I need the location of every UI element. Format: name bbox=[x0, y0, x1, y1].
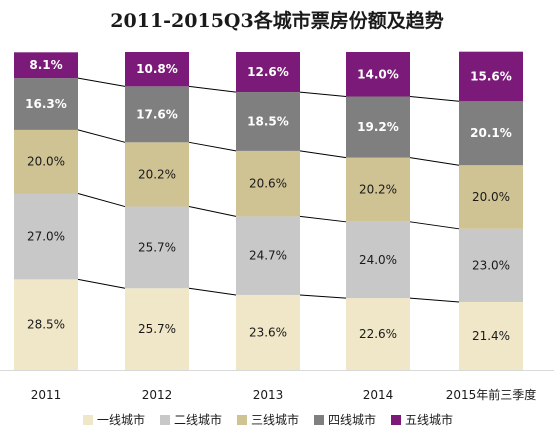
data-label: 24.7% bbox=[249, 249, 287, 263]
connector-line bbox=[188, 85, 237, 93]
bar-segment bbox=[236, 92, 300, 151]
data-label: 12.6% bbox=[247, 65, 289, 79]
data-label: 24.0% bbox=[359, 253, 397, 267]
data-label: 20.1% bbox=[470, 126, 512, 140]
connector-line bbox=[299, 91, 347, 98]
bar-segment bbox=[14, 52, 78, 79]
legend-item: 二线城市 bbox=[160, 412, 222, 427]
bar-segment bbox=[125, 52, 189, 87]
data-label: 28.5% bbox=[27, 318, 65, 332]
bar-segment bbox=[236, 150, 300, 217]
data-label: 20.2% bbox=[138, 167, 176, 181]
legend-item: 四线城市 bbox=[314, 412, 376, 427]
bar-segment bbox=[346, 96, 410, 158]
bar-segment bbox=[14, 279, 78, 370]
connector-line bbox=[77, 278, 126, 289]
connector-line bbox=[188, 141, 237, 152]
data-label: 23.0% bbox=[472, 258, 510, 272]
legend: 一线城市 二线城市 三线城市 四线城市 五线城市 bbox=[83, 412, 453, 427]
legend-label: 二线城市 bbox=[174, 412, 222, 427]
category-label: 2013 bbox=[253, 388, 284, 402]
bar-segment bbox=[14, 129, 78, 194]
bar-segment bbox=[459, 51, 523, 102]
legend-label: 四线城市 bbox=[328, 412, 376, 427]
data-label: 19.2% bbox=[357, 120, 399, 134]
connector-line bbox=[188, 287, 237, 296]
legend-swatch bbox=[83, 415, 93, 425]
bar-group: 22.6% 24.0% 20.2% 19.2% 14.0% bbox=[346, 52, 410, 370]
data-label: 23.6% bbox=[249, 325, 287, 339]
data-label: 17.6% bbox=[136, 107, 178, 121]
bar-group: 21.4% 23.0% 20.0% 20.1% 15.6% bbox=[459, 51, 523, 370]
data-label: 8.1% bbox=[29, 58, 62, 72]
data-label: 15.6% bbox=[470, 69, 512, 83]
bar-segment bbox=[346, 157, 410, 222]
bar-segment bbox=[459, 301, 523, 370]
bar-segment bbox=[125, 206, 189, 289]
data-label: 25.7% bbox=[138, 240, 176, 254]
data-label: 20.0% bbox=[472, 190, 510, 204]
data-label: 25.7% bbox=[138, 322, 176, 336]
category-label: 2011 bbox=[31, 388, 62, 402]
legend-label: 三线城市 bbox=[251, 412, 299, 427]
data-label: 14.0% bbox=[357, 67, 399, 81]
bar-segment bbox=[125, 288, 189, 370]
x-axis: 2011 2012 2013 2014 2015年前三季度 bbox=[0, 370, 554, 402]
legend-label: 一线城市 bbox=[97, 412, 145, 427]
legend-label: 五线城市 bbox=[405, 412, 453, 427]
bar-segment bbox=[346, 221, 410, 299]
bar-segment bbox=[346, 298, 410, 370]
category-label: 2012 bbox=[142, 388, 173, 402]
legend-swatch bbox=[237, 415, 247, 425]
bar-segment bbox=[236, 52, 300, 93]
connector-line bbox=[299, 150, 347, 159]
legend-swatch bbox=[391, 415, 401, 425]
legend-item: 三线城市 bbox=[237, 412, 299, 427]
category-label: 2015年前三季度 bbox=[446, 387, 537, 402]
connector-line bbox=[77, 193, 126, 208]
data-label: 10.8% bbox=[136, 62, 178, 76]
bar-segment bbox=[14, 78, 78, 130]
connector-line bbox=[77, 77, 126, 87]
connector-line bbox=[299, 215, 347, 223]
category-label: 2014 bbox=[363, 388, 394, 402]
connector-line bbox=[77, 129, 126, 143]
data-label: 21.4% bbox=[472, 329, 510, 343]
data-label: 20.0% bbox=[27, 155, 65, 169]
connector-line bbox=[299, 294, 347, 299]
bar-segment bbox=[125, 142, 189, 207]
bar-group: 25.7% 25.7% 20.2% 17.6% 10.8% bbox=[125, 52, 189, 370]
bar-segment bbox=[459, 101, 523, 166]
bar-segment bbox=[125, 86, 189, 143]
data-label: 27.0% bbox=[27, 229, 65, 243]
data-label: 16.3% bbox=[25, 97, 67, 111]
bar-segment bbox=[236, 216, 300, 295]
bar-segment bbox=[14, 193, 78, 280]
data-label: 20.2% bbox=[359, 183, 397, 197]
bar-group: 28.5% 27.0% 20.0% 16.3% 8.1% bbox=[14, 52, 78, 370]
bars: 28.5% 27.0% 20.0% 16.3% 8.1% 25.7% 25.7% 20.2% 1… bbox=[14, 51, 523, 370]
connector-line bbox=[188, 206, 237, 217]
bar-segment bbox=[346, 52, 410, 97]
bar-segment bbox=[236, 294, 300, 370]
data-label: 18.5% bbox=[247, 114, 289, 128]
connector-line bbox=[409, 221, 460, 230]
legend-item: 五线城市 bbox=[391, 412, 453, 427]
bar-segment bbox=[459, 165, 523, 229]
connector-line bbox=[409, 297, 460, 303]
bar-group: 23.6% 24.7% 20.6% 18.5% 12.6% bbox=[236, 52, 300, 370]
legend-swatch bbox=[314, 415, 324, 425]
chart-title: 2011-2015Q3各城市票房份额及趋势 bbox=[110, 10, 444, 32]
data-label: 22.6% bbox=[359, 327, 397, 341]
connector-lines bbox=[77, 77, 460, 303]
connector-line bbox=[409, 157, 460, 166]
connector-line bbox=[409, 96, 460, 102]
bar-segment bbox=[459, 228, 523, 302]
data-label: 20.6% bbox=[249, 177, 287, 191]
legend-swatch bbox=[160, 415, 170, 425]
legend-item: 一线城市 bbox=[83, 412, 145, 427]
